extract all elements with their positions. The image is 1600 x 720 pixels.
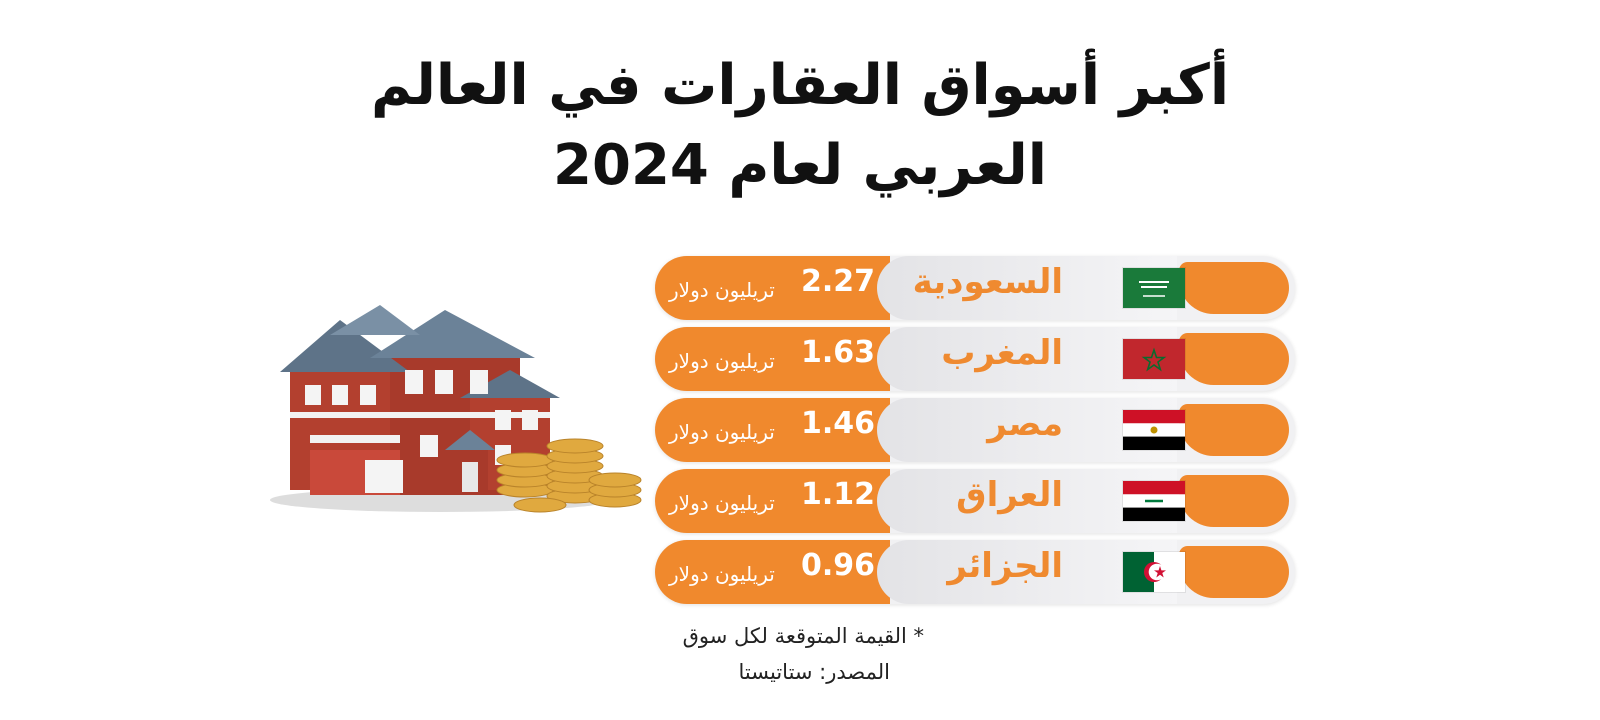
page-title-line-2: العربي لعام 2024: [553, 133, 1047, 198]
country-name: الجزائر: [947, 546, 1063, 586]
country-name: المغرب: [941, 333, 1063, 373]
morocco-flag-icon: [1123, 339, 1185, 379]
country-name: العراق: [956, 475, 1063, 515]
footnote: * القيمة المتوقعة لكل سوق: [682, 624, 924, 648]
list-item: تريليون دولار 1.63 المغرب: [655, 327, 1295, 391]
market-value: 1.46: [801, 406, 876, 441]
market-value: 2.27: [801, 264, 876, 299]
country-name: السعودية: [912, 262, 1063, 302]
list-item: تريليون دولار 2.27 السعودية: [655, 256, 1295, 320]
market-value: 1.63: [801, 335, 876, 370]
value-unit: تريليون دولار: [669, 562, 775, 586]
value-unit: تريليون دولار: [669, 420, 775, 444]
market-list: تريليون دولار 2.27 السعودية تريليون دولا…: [655, 256, 1295, 611]
saudi-arabia-flag-icon: [1123, 268, 1185, 308]
source-credit: المصدر: ستاتيستا: [738, 660, 890, 684]
value-unit: تريليون دولار: [669, 491, 775, 515]
market-value: 1.12: [801, 477, 876, 512]
list-item: تريليون دولار 0.96 الجزائر: [655, 540, 1295, 604]
list-item: تريليون دولار 1.12 العراق: [655, 469, 1295, 533]
list-item: تريليون دولار 1.46 مصر: [655, 398, 1295, 462]
country-name: مصر: [987, 404, 1063, 444]
page-title-line-1: أكبر أسواق العقارات في العالم: [370, 53, 1230, 118]
egypt-flag-icon: [1123, 410, 1185, 450]
market-value: 0.96: [801, 548, 876, 583]
iraq-flag-icon: [1123, 481, 1185, 521]
value-unit: تريليون دولار: [669, 278, 775, 302]
house-with-coins-illustration: [270, 305, 642, 513]
algeria-flag-icon: [1123, 552, 1185, 592]
value-unit: تريليون دولار: [669, 349, 775, 373]
